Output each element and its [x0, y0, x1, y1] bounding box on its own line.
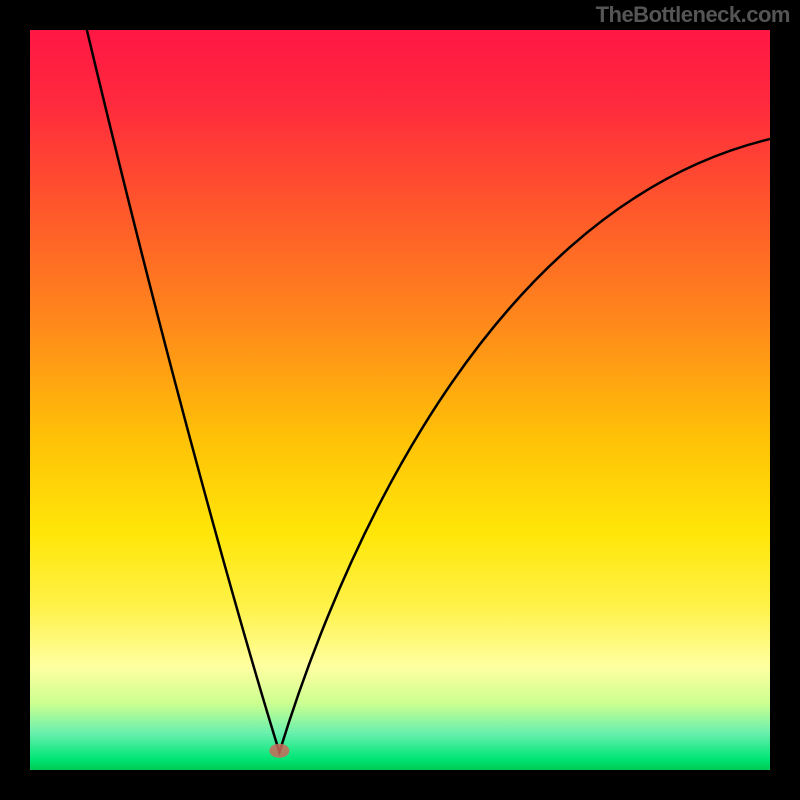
gradient-background — [30, 30, 770, 770]
plot-area — [30, 30, 770, 770]
chart-frame: TheBottleneck.com — [0, 0, 800, 800]
watermark-text: TheBottleneck.com — [596, 2, 790, 28]
min-marker — [269, 744, 289, 758]
chart-svg — [30, 30, 770, 770]
